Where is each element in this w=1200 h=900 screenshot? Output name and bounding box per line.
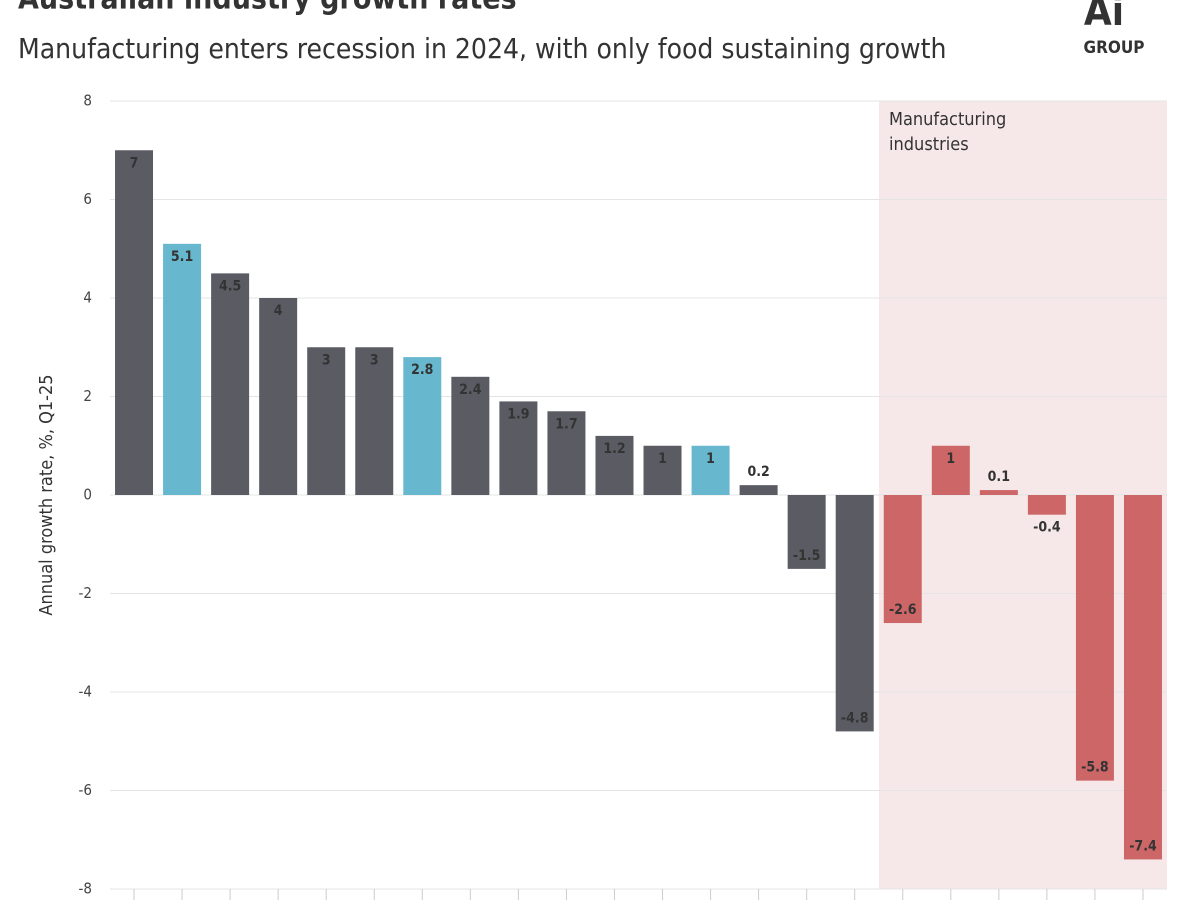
value-label: 2.4 xyxy=(459,382,482,398)
y-tick-label: 8 xyxy=(83,92,92,110)
value-label: -5.8 xyxy=(1081,760,1109,776)
value-label: 3 xyxy=(322,352,331,368)
bar xyxy=(1075,495,1114,781)
bar xyxy=(931,445,970,495)
y-tick-label: 2 xyxy=(83,387,92,405)
logo-text: GROUP xyxy=(1084,38,1145,58)
value-label: 0.2 xyxy=(747,464,769,480)
bar xyxy=(1123,495,1162,860)
bar xyxy=(259,298,298,495)
y-tick-label: -2 xyxy=(79,584,92,602)
value-label: -1.5 xyxy=(793,548,821,564)
value-label: 4.5 xyxy=(219,278,241,294)
bar xyxy=(739,485,778,495)
value-label: -7.4 xyxy=(1129,838,1157,854)
annotation: industries xyxy=(889,134,969,155)
logo-mark: Ai xyxy=(1084,0,1124,35)
bar xyxy=(115,150,154,495)
value-label: -2.6 xyxy=(889,602,917,618)
value-label: 1.7 xyxy=(555,416,577,432)
value-label: 7 xyxy=(130,155,139,171)
value-label: 5.1 xyxy=(171,249,193,265)
value-label: -0.4 xyxy=(1033,520,1061,536)
bar xyxy=(403,357,442,495)
value-label: -4.8 xyxy=(841,710,869,726)
y-tick-label: -4 xyxy=(79,683,92,701)
bar xyxy=(691,445,730,495)
annotation: Manufacturing xyxy=(889,109,1006,130)
bar xyxy=(355,347,394,495)
value-label: 2.8 xyxy=(411,362,433,378)
value-label: 1.2 xyxy=(603,441,625,457)
value-label: 1 xyxy=(946,451,955,467)
bar xyxy=(211,273,250,495)
bar xyxy=(883,495,922,624)
bar xyxy=(163,243,202,495)
y-tick-label: -6 xyxy=(79,781,92,799)
bar xyxy=(787,495,826,569)
y-tick-label: -8 xyxy=(79,880,92,898)
value-label: 1.9 xyxy=(507,406,529,422)
chart-title: Australian industry growth rates xyxy=(18,0,517,17)
chart-subtitle: Manufacturing enters recession in 2024, … xyxy=(18,32,946,65)
bar xyxy=(979,490,1018,495)
y-tick-label: 0 xyxy=(83,486,92,504)
bar xyxy=(643,445,682,495)
value-label: 3 xyxy=(370,352,379,368)
bar xyxy=(1027,495,1066,515)
bar xyxy=(547,411,586,495)
bar xyxy=(595,435,634,495)
bar xyxy=(451,376,490,495)
value-label: 4 xyxy=(274,303,283,319)
bar xyxy=(835,495,874,732)
value-label: 1 xyxy=(658,451,667,467)
value-label: 1 xyxy=(706,451,715,467)
bar xyxy=(307,347,346,495)
bar xyxy=(499,401,538,495)
y-axis-label: Annual growth rate, %, Q1-25 xyxy=(36,374,57,615)
y-tick-label: 6 xyxy=(83,190,92,208)
value-label: 0.1 xyxy=(988,469,1010,485)
y-tick-label: 4 xyxy=(83,289,92,307)
